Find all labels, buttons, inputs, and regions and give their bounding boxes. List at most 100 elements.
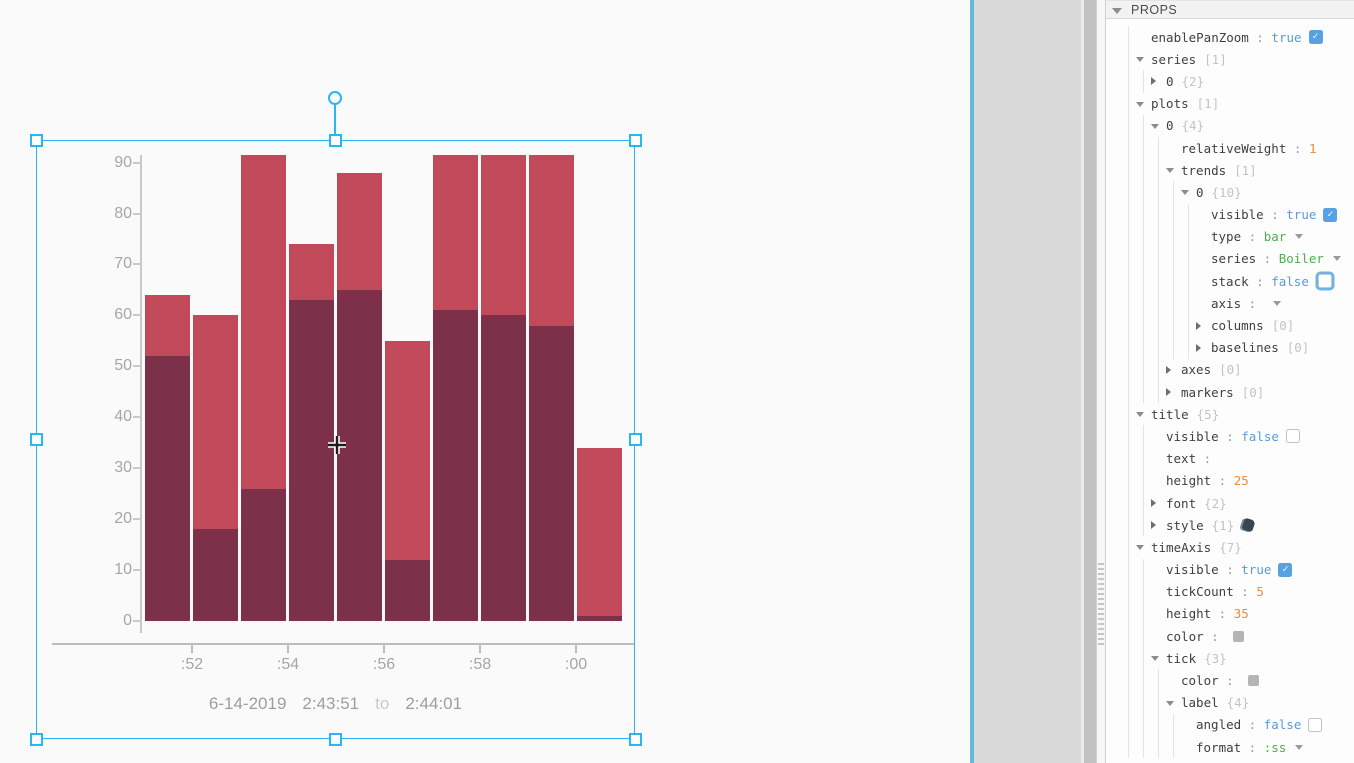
collapse-arrow-icon[interactable] <box>1136 57 1144 63</box>
prop-row-font[interactable]: font {2} <box>1106 491 1354 515</box>
checkbox-checked[interactable]: ✓ <box>1323 207 1338 222</box>
prop-row-height[interactable]: height : 35 <box>1106 602 1354 626</box>
prop-row-format[interactable]: format : :ss <box>1106 736 1354 759</box>
prop-row-enablePanZoom[interactable]: enablePanZoom : true ✓ <box>1106 26 1354 49</box>
prop-row-0[interactable]: 0 {2} <box>1106 70 1354 93</box>
selection-handle[interactable] <box>628 133 642 147</box>
prop-row-title[interactable]: title {5} <box>1106 403 1354 426</box>
dropdown-caret-icon[interactable] <box>1295 234 1304 240</box>
selection-handle[interactable] <box>328 133 342 147</box>
collapse-arrow-icon[interactable] <box>1136 101 1144 107</box>
prop-name: markers <box>1181 384 1234 400</box>
y-axis-tick-label: 60 <box>114 306 132 324</box>
prop-value[interactable]: bar <box>1263 229 1287 245</box>
prop-row-baselines[interactable]: baselines [0] <box>1106 336 1354 359</box>
prop-row-angled[interactable]: angled : false <box>1106 713 1354 736</box>
prop-name: columns <box>1211 318 1264 334</box>
style-icon[interactable] <box>1241 517 1256 533</box>
prop-value[interactable]: false <box>1241 428 1279 444</box>
prop-row-series[interactable]: series [1] <box>1106 48 1354 71</box>
prop-count: {4} <box>1181 118 1205 134</box>
selection-handle[interactable] <box>628 732 642 746</box>
selection-handle[interactable] <box>29 732 43 746</box>
prop-row-0[interactable]: 0 {4} <box>1106 114 1354 137</box>
expand-arrow-icon[interactable] <box>1166 365 1171 374</box>
prop-row-relativeWeight[interactable]: relativeWeight : 1 <box>1106 136 1354 160</box>
prop-row-label[interactable]: label {4} <box>1106 691 1354 714</box>
selection-handle[interactable] <box>328 732 342 746</box>
color-swatch[interactable] <box>1248 675 1260 687</box>
panel-splitter[interactable] <box>1096 0 1106 763</box>
prop-row-height[interactable]: height : 25 <box>1106 469 1354 492</box>
expand-arrow-icon[interactable] <box>1196 343 1201 352</box>
expand-arrow-icon[interactable] <box>1151 77 1156 86</box>
checkbox-checked[interactable]: ✓ <box>1278 562 1293 577</box>
prop-row-axes[interactable]: axes [0] <box>1106 358 1354 381</box>
collapse-arrow-icon[interactable] <box>1136 412 1144 418</box>
expand-arrow-icon[interactable] <box>1196 321 1201 330</box>
panel-splitter-grip[interactable] <box>1098 563 1104 645</box>
prop-value[interactable]: 5 <box>1256 584 1264 600</box>
collapse-arrow-icon[interactable] <box>1151 656 1159 662</box>
prop-value[interactable]: true <box>1271 29 1302 45</box>
prop-count: {2} <box>1204 495 1227 511</box>
tree-indent-guide <box>1173 225 1174 248</box>
prop-value[interactable]: 35 <box>1233 606 1249 622</box>
checkbox-unchecked-focused[interactable] <box>1317 274 1332 289</box>
prop-row-timeAxis[interactable]: timeAxis {7} <box>1106 536 1354 559</box>
collapse-arrow-icon[interactable] <box>1136 545 1144 551</box>
prop-row-type[interactable]: type : bar <box>1106 225 1354 248</box>
prop-value[interactable]: 1 <box>1308 140 1317 156</box>
prop-row-color[interactable]: color : <box>1106 625 1354 648</box>
dropdown-caret-icon[interactable] <box>1332 256 1341 262</box>
expand-arrow-icon[interactable] <box>1151 521 1156 530</box>
selection-handle[interactable] <box>29 432 43 446</box>
prop-row-axis[interactable]: axis : <box>1106 292 1354 315</box>
prop-value[interactable]: :ss <box>1263 739 1287 755</box>
prop-value[interactable]: 25 <box>1233 473 1249 489</box>
prop-row-tickCount[interactable]: tickCount : 5 <box>1106 580 1354 603</box>
prop-row-tick[interactable]: tick {3} <box>1106 647 1354 670</box>
collapse-arrow-icon[interactable] <box>1151 123 1159 129</box>
selection-handle[interactable] <box>628 432 642 446</box>
prop-row-text[interactable]: text : <box>1106 447 1354 470</box>
collapse-arrow-icon[interactable] <box>1166 700 1174 706</box>
prop-row-visible[interactable]: visible : true ✓ <box>1106 203 1354 226</box>
prop-row-columns[interactable]: columns [0] <box>1106 314 1354 337</box>
prop-row-0[interactable]: 0 {10} <box>1106 181 1354 204</box>
prop-row-style[interactable]: style {1} <box>1106 514 1354 537</box>
prop-row-series[interactable]: series : Boiler <box>1106 247 1354 271</box>
checkbox-unchecked[interactable] <box>1285 429 1300 444</box>
checkbox-unchecked[interactable] <box>1308 717 1323 732</box>
prop-row-trends[interactable]: trends [1] <box>1106 159 1354 182</box>
prop-value[interactable]: true <box>1241 562 1272 578</box>
prop-colon: : <box>1196 451 1219 467</box>
props-panel-header[interactable]: PROPS <box>1106 0 1354 19</box>
selection-handle[interactable] <box>29 133 43 147</box>
design-canvas[interactable]: 0 10 20 30 40 50 60 70 80 90 :52:54:56:58:00 6-14… <box>0 0 970 763</box>
prop-value[interactable]: false <box>1271 273 1309 289</box>
collapse-arrow-icon[interactable] <box>1166 168 1174 174</box>
collapse-section-icon[interactable] <box>1112 8 1122 14</box>
color-swatch[interactable] <box>1233 630 1245 642</box>
prop-value[interactable]: true <box>1286 207 1317 223</box>
prop-row-visible[interactable]: visible : true ✓ <box>1106 558 1354 581</box>
prop-row-visible[interactable]: visible : false <box>1106 425 1354 448</box>
prop-value[interactable]: false <box>1263 717 1302 733</box>
collapse-arrow-icon[interactable] <box>1181 190 1189 196</box>
checkbox-checked[interactable]: ✓ <box>1308 30 1323 45</box>
dropdown-caret-icon[interactable] <box>1295 744 1304 750</box>
prop-value[interactable]: Boiler <box>1278 251 1324 267</box>
expand-arrow-icon[interactable] <box>1151 499 1156 508</box>
prop-row-markers[interactable]: markers [0] <box>1106 381 1354 404</box>
rotation-handle[interactable] <box>328 91 342 105</box>
dropdown-caret-icon[interactable] <box>1272 300 1281 306</box>
time-series-chart[interactable]: 0 10 20 30 40 50 60 70 80 90 :52:54:56:58:00 6-14… <box>36 140 635 739</box>
vertical-scrollbar[interactable] <box>1084 0 1096 763</box>
prop-row-color[interactable]: color : <box>1106 669 1354 692</box>
y-axis-tick-mark <box>133 212 141 215</box>
prop-row-plots[interactable]: plots [1] <box>1106 92 1354 115</box>
prop-row-stack[interactable]: stack : false <box>1106 270 1354 293</box>
expand-arrow-icon[interactable] <box>1166 388 1171 397</box>
tree-indent-guide <box>1158 225 1159 248</box>
